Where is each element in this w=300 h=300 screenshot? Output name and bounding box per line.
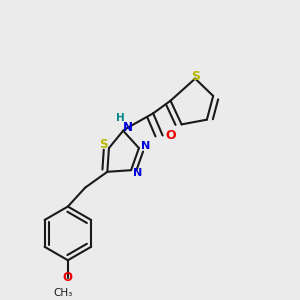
Text: O: O	[63, 271, 73, 284]
Text: S: S	[99, 138, 107, 151]
Text: S: S	[191, 70, 200, 83]
Text: H: H	[116, 113, 124, 123]
Text: CH₃: CH₃	[53, 288, 73, 298]
Text: N: N	[141, 141, 151, 151]
Text: O: O	[165, 129, 176, 142]
Text: N: N	[123, 121, 133, 134]
Text: N: N	[133, 168, 142, 178]
